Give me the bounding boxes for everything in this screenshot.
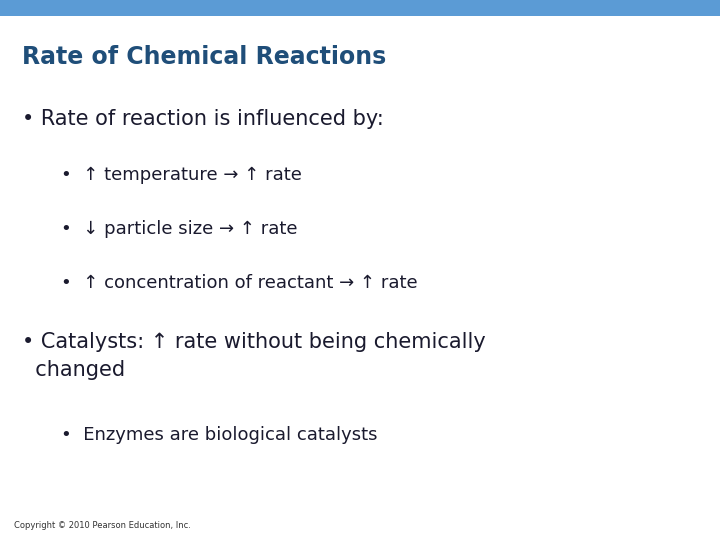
Text: Rate of Chemical Reactions: Rate of Chemical Reactions — [22, 45, 386, 69]
Text: •  ↑ temperature → ↑ rate: • ↑ temperature → ↑ rate — [61, 166, 302, 185]
Text: •  ↓ particle size → ↑ rate: • ↓ particle size → ↑ rate — [61, 220, 297, 239]
Text: • Rate of reaction is influenced by:: • Rate of reaction is influenced by: — [22, 109, 383, 129]
Text: Copyright © 2010 Pearson Education, Inc.: Copyright © 2010 Pearson Education, Inc. — [14, 521, 192, 530]
FancyBboxPatch shape — [0, 0, 720, 16]
Text: •  Enzymes are biological catalysts: • Enzymes are biological catalysts — [61, 426, 378, 444]
Text: • Catalysts: ↑ rate without being chemically
  changed: • Catalysts: ↑ rate without being chemic… — [22, 333, 485, 380]
Text: •  ↑ concentration of reactant → ↑ rate: • ↑ concentration of reactant → ↑ rate — [61, 274, 418, 293]
